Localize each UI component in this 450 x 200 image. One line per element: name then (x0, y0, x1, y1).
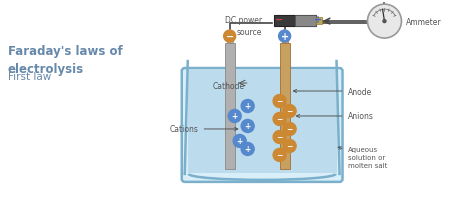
Text: −: − (276, 151, 283, 160)
FancyBboxPatch shape (182, 69, 342, 182)
Text: −: − (274, 15, 283, 25)
Circle shape (279, 31, 291, 43)
Polygon shape (188, 70, 337, 173)
Bar (315, 18, 322, 25)
Bar (227, 40, 233, 44)
Circle shape (241, 120, 254, 133)
Circle shape (283, 105, 296, 118)
Text: Faraday's laws of
electrolysis: Faraday's laws of electrolysis (8, 45, 123, 76)
Text: DC power
source: DC power source (225, 16, 261, 36)
Bar (295, 16, 315, 27)
Text: Cathode: Cathode (212, 82, 245, 91)
FancyBboxPatch shape (187, 70, 338, 173)
Text: Aqueous
solution or
molten salt: Aqueous solution or molten salt (338, 146, 387, 168)
Circle shape (273, 131, 286, 144)
Circle shape (241, 143, 254, 156)
Circle shape (228, 110, 241, 123)
Text: −: − (286, 125, 293, 134)
Text: Cations: Cations (170, 125, 238, 134)
Text: +: + (244, 102, 251, 111)
Text: −: − (276, 133, 283, 142)
Circle shape (241, 100, 254, 113)
Circle shape (283, 123, 296, 136)
Circle shape (283, 140, 296, 153)
Circle shape (368, 5, 401, 39)
Text: −: − (276, 97, 283, 106)
Text: +: + (244, 122, 251, 131)
Text: −: − (286, 107, 293, 116)
Circle shape (273, 95, 286, 108)
Text: +: + (315, 15, 323, 25)
Text: +: + (280, 32, 288, 42)
Circle shape (233, 135, 246, 148)
Bar (282, 40, 288, 44)
Text: Anode: Anode (293, 87, 372, 96)
Text: +: + (244, 145, 251, 154)
Text: −: − (225, 32, 234, 42)
Circle shape (273, 113, 286, 126)
Bar (279, 44, 290, 169)
Text: Ammeter: Ammeter (405, 18, 441, 26)
Text: −: − (286, 142, 293, 151)
Circle shape (383, 21, 386, 23)
Bar (225, 44, 235, 169)
Circle shape (224, 31, 236, 43)
Text: +: + (237, 137, 243, 146)
Text: First law: First law (8, 72, 51, 82)
Circle shape (273, 149, 286, 162)
Text: +: + (232, 112, 238, 121)
Text: Anions: Anions (297, 112, 374, 121)
Text: −: − (276, 115, 283, 124)
Bar (274, 16, 315, 27)
